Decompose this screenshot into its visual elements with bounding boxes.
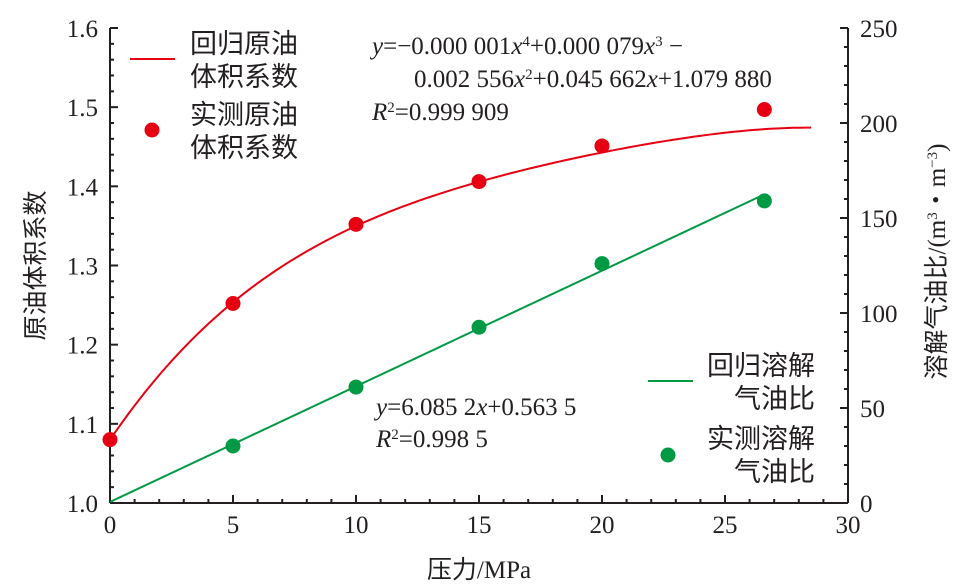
x-tick-label: 5 [227, 512, 240, 539]
red-r2: R2=0.999 909 [371, 99, 509, 126]
legend-label: 实测溶解 [707, 424, 815, 454]
series-point-3 [471, 319, 487, 335]
x-tick-label: 10 [344, 512, 369, 539]
series-point-1 [348, 216, 364, 232]
annotations: y=−0.000 001x4+0.000 079x3 − 0.002 556x2+… [369, 33, 772, 453]
legend-label: 回归原油 [190, 29, 298, 59]
right-y-tick-label: 150 [860, 206, 898, 233]
x-tick-label: 30 [836, 512, 861, 539]
right-y-tick-label: 100 [860, 301, 898, 328]
series-point-3 [594, 256, 610, 272]
right-y-tick-label: 250 [860, 16, 898, 43]
right-y-axis-title: 溶解气油比/(m3・m−3) [923, 144, 951, 380]
series-point-3 [348, 379, 364, 395]
series-point-3 [756, 193, 772, 209]
points [102, 102, 772, 454]
series-line-0 [109, 126, 812, 441]
left-y-tick-label: 1.2 [67, 333, 98, 360]
x-tick-label: 25 [713, 512, 738, 539]
series-line-2 [109, 193, 765, 503]
green-r2: R2=0.998 5 [375, 426, 488, 453]
left-y-tick-label: 1.0 [67, 491, 98, 518]
left-y-axis-title: 原油体积系数 [22, 190, 50, 340]
series-point-1 [756, 102, 772, 118]
x-axis-title: 压力/MPa [427, 556, 531, 584]
left-y-tick-label: 1.4 [67, 174, 99, 201]
left-y-tick-label: 1.1 [67, 412, 98, 439]
series-point-1 [471, 174, 487, 190]
left-y-tick-label: 1.3 [67, 254, 98, 281]
legend-label: 气油比 [734, 384, 815, 414]
x-tick-label: 20 [590, 512, 615, 539]
legend-label: 回归溶解 [707, 351, 815, 381]
series-point-1 [594, 138, 610, 154]
legend-label: 气油比 [734, 457, 815, 487]
legend-dot-symbol [660, 447, 676, 463]
right-y-tick-label: 200 [860, 111, 898, 138]
left-y-tick-label: 1.6 [67, 16, 98, 43]
red-equation-line2: 0.002 556x2+0.045 662x+1.079 880 [414, 66, 772, 93]
right-y-tick-label: 50 [860, 396, 885, 423]
legend-label: 体积系数 [190, 62, 298, 92]
green-equation: y=6.085 2x+0.563 5 [373, 394, 576, 421]
series-point-1 [225, 296, 241, 311]
legend-dot-symbol [144, 122, 160, 138]
legend-label: 体积系数 [190, 133, 298, 163]
series-point-3 [225, 438, 241, 454]
red-equation-line1: y=−0.000 001x4+0.000 079x3 − [369, 33, 683, 60]
right-y-tick-label: 0 [860, 491, 873, 518]
x-tick-label: 15 [467, 512, 492, 539]
series-point-1 [102, 432, 118, 448]
axes: 0 5 10 15 20 25 30 1.0 1.1 1.2 1.3 1.4 1.5 1.6 0 50 100 1… [22, 16, 951, 584]
legend-label: 实测原油 [190, 100, 298, 130]
left-y-tick-label: 1.5 [67, 95, 98, 122]
x-tick-label: 0 [104, 512, 117, 539]
